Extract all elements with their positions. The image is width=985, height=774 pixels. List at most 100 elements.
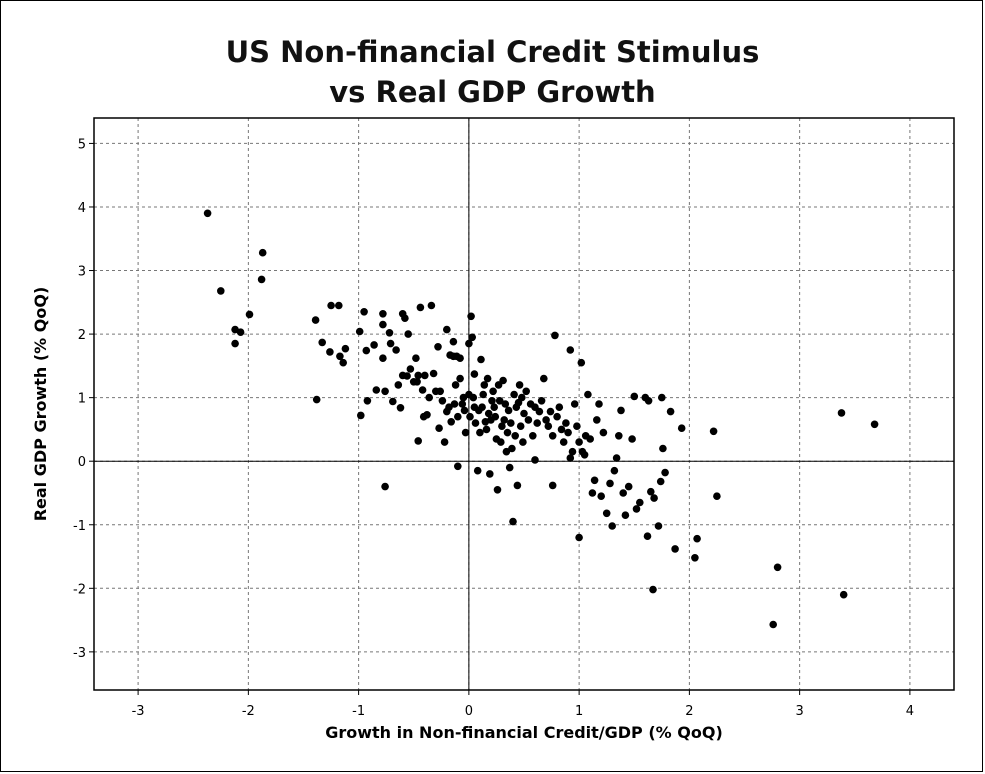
data-point: [495, 397, 504, 405]
data-point: [510, 390, 518, 399]
data-point: [500, 416, 509, 424]
data-point: [451, 381, 460, 389]
data-point: [476, 428, 484, 437]
data-point: [535, 407, 544, 416]
data-point: [597, 492, 605, 501]
data-point: [258, 248, 267, 257]
data-point: [773, 563, 782, 572]
data-point: [336, 352, 344, 361]
data-point: [385, 329, 394, 337]
data-point: [519, 438, 527, 446]
data-point: [231, 339, 239, 348]
y-tick-label: 3: [78, 265, 86, 280]
data-point: [658, 393, 666, 402]
data-point: [443, 325, 451, 334]
data-point: [312, 395, 321, 404]
data-point: [458, 400, 467, 408]
data-point: [473, 466, 482, 475]
data-point: [471, 419, 480, 427]
data-point: [593, 416, 601, 424]
data-point: [423, 411, 431, 419]
data-point: [341, 344, 350, 353]
data-point: [467, 312, 475, 321]
data-point: [693, 534, 701, 543]
data-point: [469, 393, 478, 402]
data-point: [520, 409, 528, 418]
data-point: [542, 416, 550, 424]
data-point: [445, 403, 453, 412]
data-point: [636, 498, 644, 507]
data-point: [389, 397, 397, 406]
data-point: [413, 378, 421, 386]
x-tick-label: 1: [575, 704, 583, 719]
data-point: [602, 509, 611, 518]
data-point: [654, 522, 663, 530]
x-tick-label: 0: [465, 704, 473, 719]
data-point: [447, 418, 456, 426]
x-tick-label: 2: [685, 704, 693, 719]
data-point: [355, 327, 364, 336]
data-point: [568, 447, 577, 456]
data-point: [533, 419, 541, 427]
data-point: [671, 545, 679, 553]
data-point: [245, 310, 254, 319]
data-point: [515, 381, 524, 389]
data-point: [548, 481, 557, 490]
data-point: [438, 397, 447, 405]
grid-lines: [94, 118, 954, 690]
chart-title: US Non-financial Credit Stimulus vs Real…: [0, 32, 985, 112]
data-point: [236, 328, 245, 337]
data-point: [501, 400, 510, 408]
data-point: [379, 354, 387, 363]
data-point: [379, 310, 387, 318]
data-point: [570, 400, 579, 408]
data-point: [599, 428, 608, 437]
data-point: [386, 339, 395, 348]
data-point: [392, 346, 400, 354]
data-point: [335, 301, 343, 310]
data-point: [372, 386, 381, 394]
x-axis-ticks: -3 -2 -1 0 1 2 3 4: [132, 690, 914, 719]
data-point: [461, 428, 470, 437]
data-point: [434, 343, 442, 351]
y-tick-label: 2: [78, 328, 86, 343]
data-point: [504, 406, 513, 415]
data-point: [647, 487, 655, 496]
data-point: [311, 316, 320, 324]
data-point: [480, 381, 489, 389]
data-point: [769, 620, 777, 629]
data-point: [557, 425, 566, 434]
data-point: [518, 393, 526, 402]
data-point: [486, 470, 494, 478]
data-point: [837, 409, 846, 417]
data-point: [659, 444, 667, 453]
data-point: [529, 432, 537, 440]
data-point: [590, 476, 599, 485]
data-point: [509, 517, 517, 526]
y-tick-label: -2: [73, 582, 86, 597]
data-point: [484, 409, 493, 418]
data-point: [566, 346, 575, 354]
chart-title-line-1: US Non-financial Credit Stimulus: [225, 35, 760, 69]
data-point: [713, 492, 721, 501]
data-point: [414, 371, 423, 380]
data-point: [466, 412, 474, 421]
data-point: [505, 463, 514, 472]
data-point: [362, 346, 371, 355]
data-point: [559, 438, 568, 446]
data-point: [357, 411, 365, 420]
data-point: [870, 420, 879, 429]
data-point: [468, 333, 477, 342]
data-point: [360, 308, 368, 316]
data-point: [508, 444, 516, 453]
data-point: [470, 370, 479, 378]
data-point: [490, 403, 499, 412]
data-point: [401, 314, 409, 323]
data-point: [488, 397, 496, 405]
data-point: [661, 468, 669, 477]
data-point: [429, 369, 438, 378]
data-point: [450, 400, 459, 408]
data-point: [396, 404, 405, 412]
